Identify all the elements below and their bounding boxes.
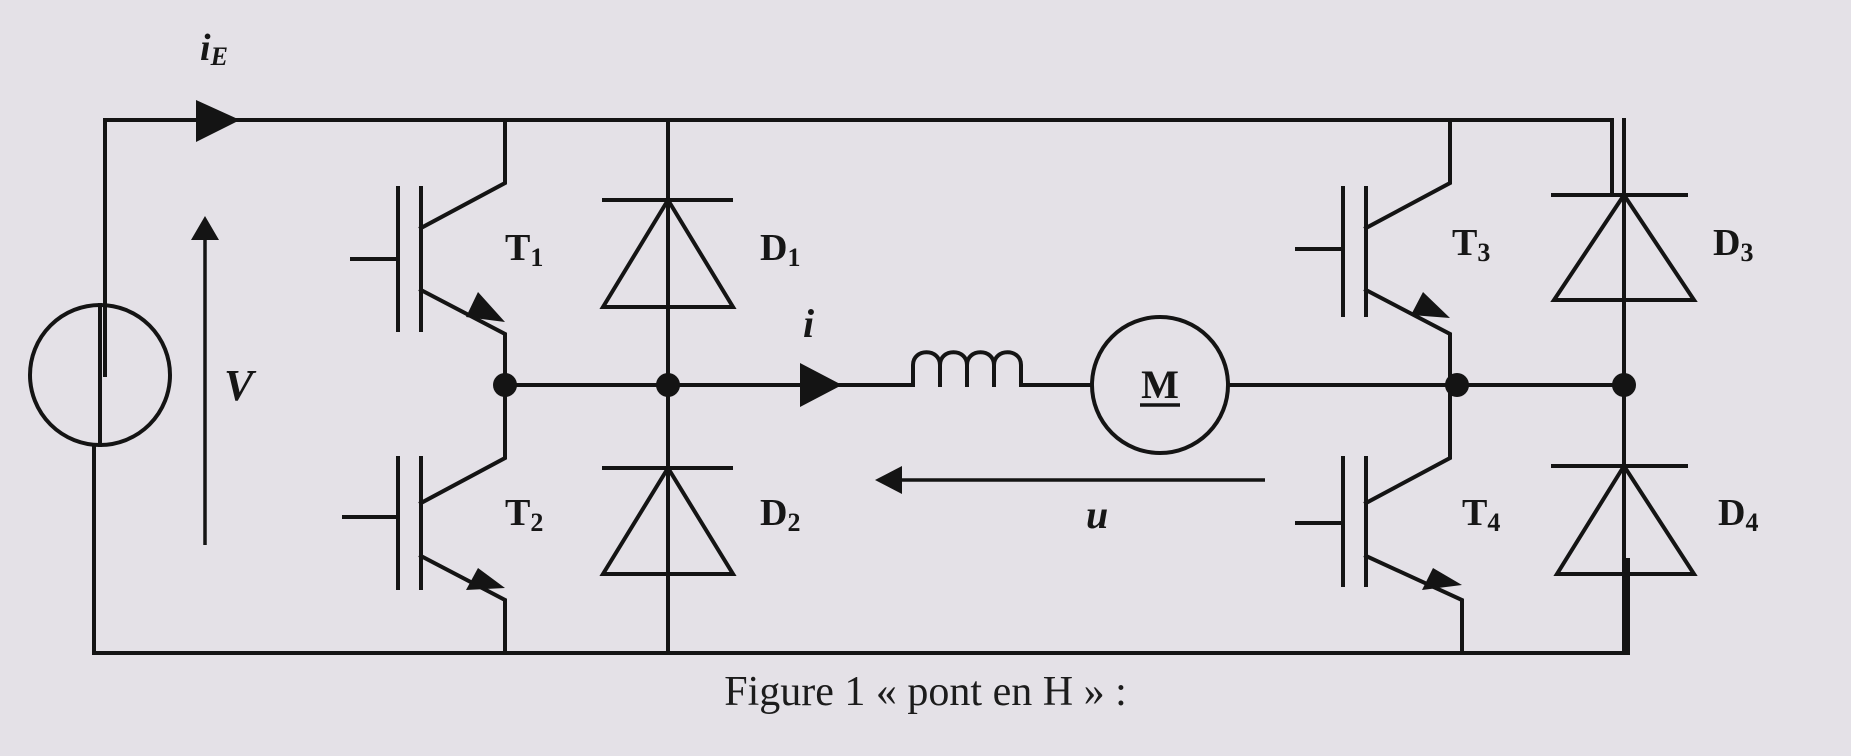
source-voltage-arrow: [191, 216, 219, 545]
t1-collector-wire: [418, 118, 507, 231]
d4-label: D4: [1718, 492, 1758, 537]
load-current-arrow: [800, 363, 842, 407]
top-rail: [103, 118, 1614, 377]
t3-collector-wire: [1363, 118, 1452, 231]
transistor-t1: [350, 186, 505, 332]
load-voltage-label: u: [1086, 492, 1108, 537]
diode-d3: [1550, 191, 1698, 302]
t2-label: T2: [505, 492, 543, 537]
d2-label: D2: [760, 492, 800, 537]
diode-d4: [1551, 462, 1698, 576]
bottom-rail: [92, 446, 1630, 655]
diode-d1: [599, 196, 737, 309]
motor: [1090, 315, 1230, 455]
wires: [92, 118, 1630, 655]
t1-label: T1: [505, 227, 543, 272]
transistor-t2: [342, 456, 505, 590]
source-voltage-label: V: [224, 361, 257, 410]
load-voltage-arrow: [875, 466, 1265, 494]
d3-label: D3: [1713, 222, 1753, 267]
load-current-label: i: [803, 301, 814, 346]
figure-caption: Figure 1 « pont en H » :: [724, 669, 1127, 715]
d1-label: D1: [760, 227, 800, 272]
junction-dots: [493, 373, 1636, 397]
diode-d2: [599, 464, 737, 576]
t3-label: T3: [1452, 222, 1490, 267]
inductor: [911, 350, 1032, 387]
t3-emitter-wire: [1363, 287, 1452, 506]
t1-emitter-wire: [418, 287, 507, 506]
t2-emitter-wire: [418, 553, 507, 655]
t4-label: T4: [1462, 492, 1500, 537]
transistor-t3: [1295, 186, 1450, 318]
source-current-arrow: [196, 100, 240, 142]
source-current-label: iE: [200, 27, 228, 71]
motor-label: M: [1141, 362, 1179, 407]
transistor-t4: [1295, 456, 1462, 590]
voltage-source: [28, 303, 172, 447]
t4-emitter-wire: [1363, 553, 1464, 655]
